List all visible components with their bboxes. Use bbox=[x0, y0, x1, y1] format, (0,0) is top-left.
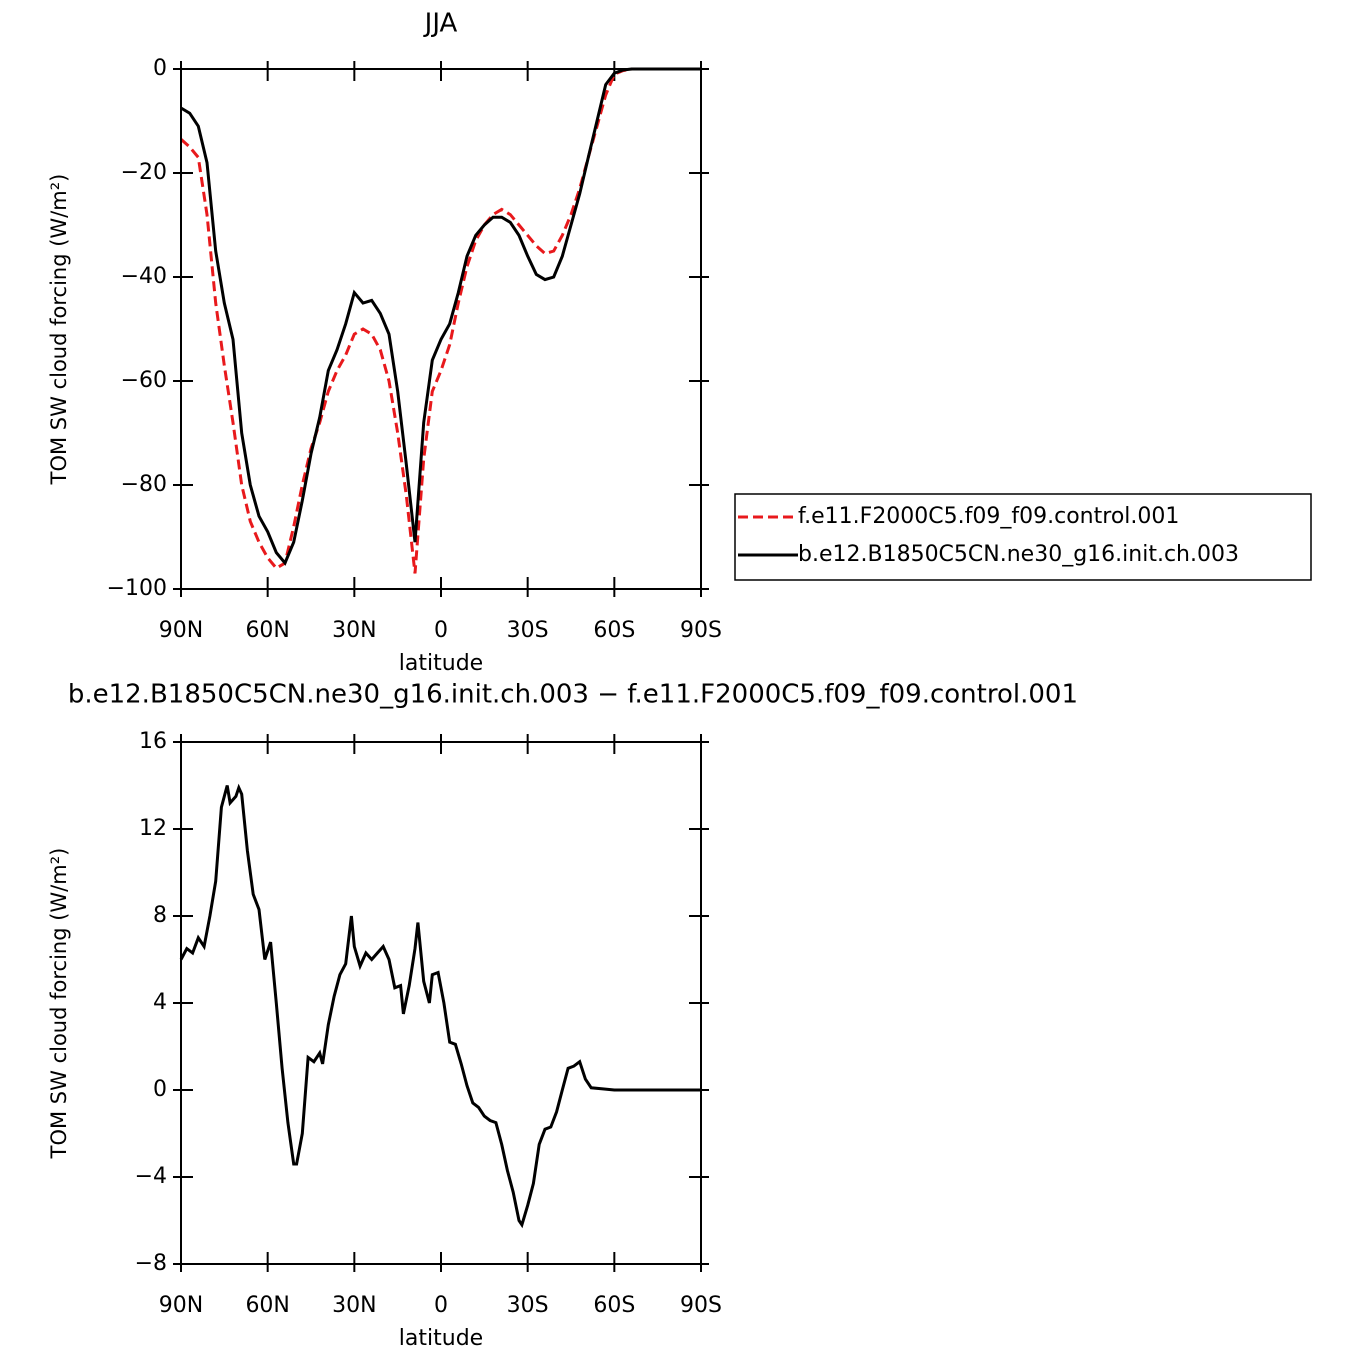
legend-box bbox=[734, 493, 1312, 581]
y-axis-label: TOM SW cloud forcing (W/m²) bbox=[47, 848, 71, 1160]
x-tick-label: 60N bbox=[245, 1293, 289, 1318]
x-tick-label: 90N bbox=[159, 618, 203, 643]
x-axis-label: latitude bbox=[399, 1326, 483, 1351]
x-tick-label: 30S bbox=[507, 1293, 549, 1318]
y-tick-label: −80 bbox=[121, 472, 167, 497]
y-tick-label: 8 bbox=[153, 903, 167, 928]
x-tick-label: 30S bbox=[507, 618, 549, 643]
data-line bbox=[180, 67, 701, 566]
y-tick-label: −60 bbox=[121, 368, 167, 393]
y-tick-label: −20 bbox=[121, 160, 167, 185]
x-axis-label: latitude bbox=[399, 651, 483, 676]
x-tick-label: 60N bbox=[245, 618, 289, 643]
chart-title: JJA bbox=[423, 9, 458, 39]
x-tick-label: 0 bbox=[434, 1293, 448, 1318]
y-tick-label: −8 bbox=[135, 1251, 167, 1276]
x-tick-label: 30N bbox=[332, 1293, 376, 1318]
plot-frame bbox=[180, 68, 702, 590]
legend-label: b.e12.B1850C5CN.ne30_g16.init.ch.003 bbox=[798, 542, 1239, 567]
legend-label: f.e11.F2000C5.f09_f09.control.001 bbox=[798, 504, 1179, 529]
y-axis-label: TOM SW cloud forcing (W/m²) bbox=[47, 174, 71, 486]
y-tick-label: 4 bbox=[153, 990, 167, 1015]
y-tick-label: −4 bbox=[135, 1164, 167, 1189]
y-tick-label: 16 bbox=[139, 729, 167, 754]
x-tick-label: 0 bbox=[434, 618, 448, 643]
plot-frame bbox=[180, 741, 702, 1265]
chart-title: b.e12.B1850C5CN.ne30_g16.init.ch.003 − f… bbox=[68, 680, 1078, 710]
x-tick-label: 60S bbox=[593, 1293, 635, 1318]
data-line bbox=[179, 67, 701, 574]
x-tick-label: 90S bbox=[680, 618, 722, 643]
x-tick-label: 60S bbox=[593, 618, 635, 643]
x-tick-label: 90N bbox=[159, 1293, 203, 1318]
y-tick-label: −100 bbox=[107, 576, 167, 601]
x-tick-label: 90S bbox=[680, 1293, 722, 1318]
y-tick-label: 0 bbox=[153, 1077, 167, 1102]
y-tick-label: 12 bbox=[139, 816, 167, 841]
y-tick-label: −40 bbox=[121, 264, 167, 289]
data-line bbox=[179, 783, 701, 1229]
y-tick-label: 0 bbox=[153, 56, 167, 81]
x-tick-label: 30N bbox=[332, 618, 376, 643]
